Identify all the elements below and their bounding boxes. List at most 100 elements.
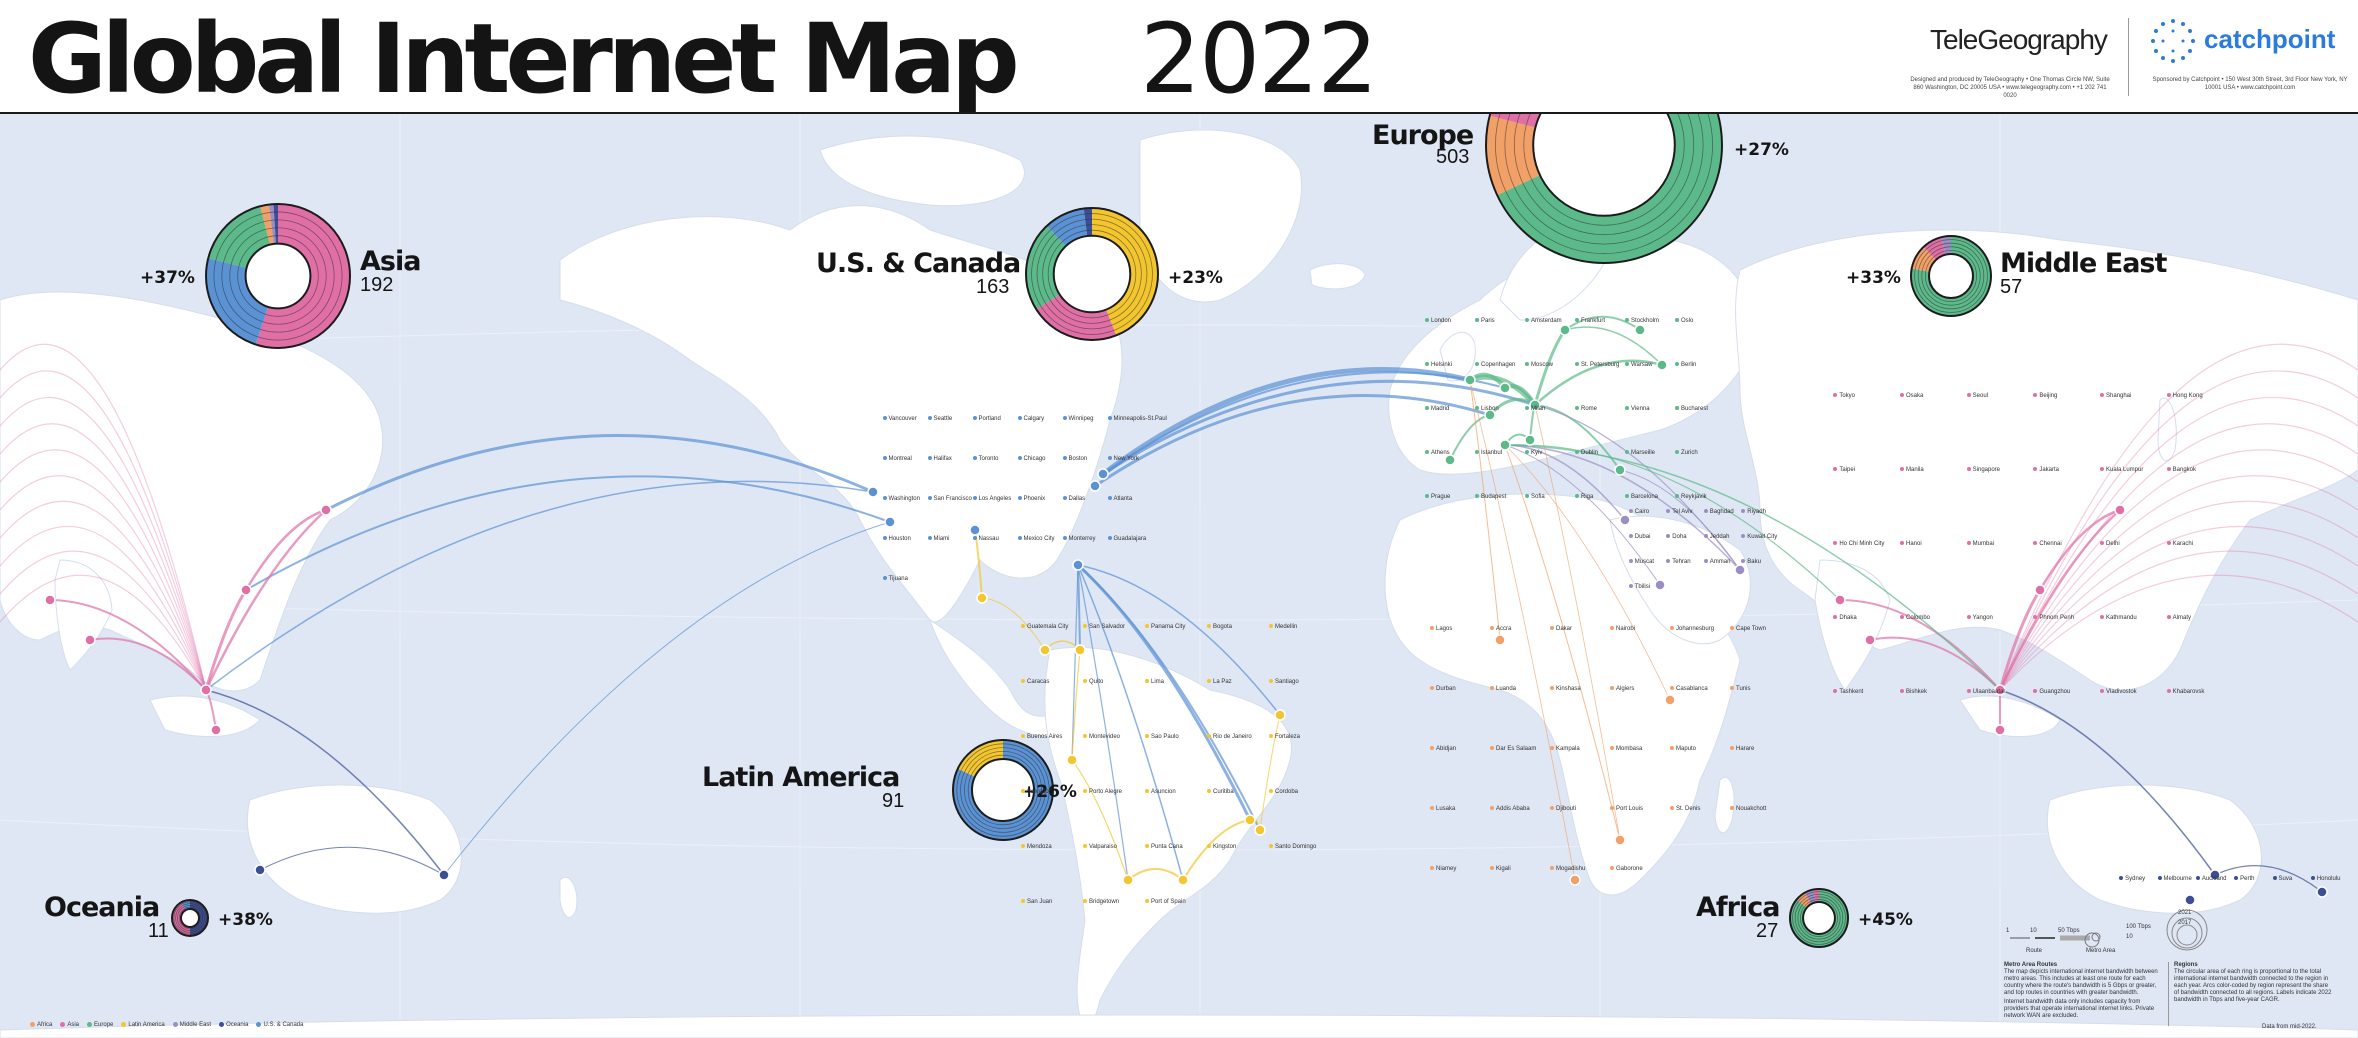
donut-year-ring [1917, 242, 1985, 310]
city-label: Melbourne [2157, 876, 2192, 882]
city-name: Hong Kong [2172, 393, 2203, 399]
city-name: Frankfurt [1581, 318, 1606, 324]
donut-year-ring [1792, 891, 1846, 945]
route-arc [204, 588, 248, 692]
city-name: Jakarta [2039, 467, 2060, 473]
route-arc [1534, 404, 1621, 841]
city-dot [1575, 362, 1579, 367]
city-dot [1021, 623, 1025, 628]
city-label: Phnom Penh [2033, 615, 2074, 621]
route-arc [1077, 564, 1281, 716]
city-dot [1666, 508, 1671, 513]
city-dot [2033, 541, 2038, 546]
city-name: Mombasa [1616, 746, 1643, 752]
city-name: Warsaw [1631, 362, 1653, 368]
region-growth-us-canada: +23% [1168, 268, 1223, 288]
city-label: Kathmandu [2100, 615, 2137, 621]
city-label: Paris [1475, 318, 1495, 324]
route-arc [1999, 525, 2358, 691]
land-asia-east [1735, 229, 2358, 691]
city-label: Vancouver [882, 416, 917, 422]
donut-latin-america [952, 739, 1054, 841]
city-label: Seattle [927, 416, 952, 422]
metro-hub [1499, 382, 1511, 394]
city-name: Athens [1431, 450, 1450, 456]
city-label: Miami [927, 536, 950, 542]
city-label: Medellin [1269, 624, 1297, 630]
land-south-america [1044, 646, 1292, 1031]
city-name: Milan [1531, 406, 1546, 412]
city-name: Quito [1089, 678, 1104, 685]
regions-note-text: The circular area of each ring is propor… [2174, 969, 2332, 1003]
city-name: Bangkok [2172, 467, 2197, 473]
city-dot [972, 536, 977, 541]
city-name: Colombo [1906, 615, 1931, 621]
region-label-us-canada: U.S. & Canada [816, 248, 1021, 279]
city-label: Toronto [972, 456, 999, 462]
city-label: Cordoba [1269, 789, 1298, 795]
donut-hole [1802, 901, 1836, 935]
city-dot [882, 576, 887, 581]
city-dot [1966, 689, 1971, 694]
city-label: Dakar [1550, 626, 1572, 632]
metro-hub [1664, 694, 1676, 706]
donut-us-canada [1025, 207, 1159, 341]
city-label: Cape Town [1730, 626, 1766, 632]
city-dot [1475, 450, 1479, 455]
city-name: Houston [888, 536, 911, 542]
city-dot [1670, 746, 1674, 751]
city-label: Winnipeg [1062, 416, 1094, 422]
city-dot [1550, 626, 1554, 631]
route-arc [1504, 444, 1841, 601]
city-label: Abidjan [1430, 746, 1456, 752]
city-label: Mombasa [1610, 746, 1642, 752]
city-label: Minneapolis-St.Paul [1107, 416, 1167, 422]
city-name: Miami [933, 536, 950, 542]
city-dot [1145, 678, 1149, 683]
legend-label: Europe [94, 1022, 114, 1029]
metro-hub [1444, 454, 1456, 466]
city-dot [1107, 496, 1112, 501]
metro-hub [1734, 564, 1746, 576]
route-arc [981, 597, 1046, 651]
land-australia-east [2046, 784, 2262, 914]
route-arc [204, 508, 328, 692]
city-dot [1575, 318, 1579, 323]
city-name: Bishkek [1906, 689, 1928, 695]
city-name: Dublin [1581, 450, 1599, 456]
city-name: Addis Ababa [1496, 806, 1530, 812]
city-dot [1525, 362, 1529, 367]
legend-label: Middle East [179, 1022, 212, 1029]
city-dot [1628, 558, 1633, 563]
city-name: Tbilisi [1634, 583, 1651, 590]
city-dot [2166, 467, 2171, 472]
city-dot [1207, 623, 1211, 628]
city-label: Singapore [1966, 467, 2000, 473]
city-label: Amman [1703, 559, 1730, 565]
city-dot [2100, 541, 2104, 546]
city-dot [1610, 746, 1614, 751]
city-dot [1703, 508, 1708, 513]
city-dot [1490, 866, 1494, 871]
route-arc [1999, 449, 2358, 691]
city-label: Maputo [1670, 746, 1696, 752]
city-dot [972, 496, 977, 501]
donut-middle-east [1910, 235, 1992, 317]
city-dot [1430, 806, 1434, 811]
city-name: Minneapolis-St.Paul [1113, 416, 1167, 422]
city-name: Santo Domingo [1275, 843, 1317, 850]
city-dot [2166, 393, 2171, 398]
route-arc [2214, 865, 2323, 893]
city-dot [1833, 689, 1838, 694]
land-madagascar [1714, 777, 1735, 833]
route-arc [1093, 394, 1492, 488]
city-name: Toronto [978, 456, 999, 462]
city-label: Karachi [2166, 541, 2193, 547]
city-name: Hanoi [1906, 541, 1922, 547]
city-name: St. Petersburg [1581, 362, 1620, 368]
route-arc [0, 525, 207, 691]
city-name: Kigali [1496, 866, 1511, 872]
route-arc [1259, 714, 1281, 831]
legend-swatch [87, 1022, 93, 1027]
